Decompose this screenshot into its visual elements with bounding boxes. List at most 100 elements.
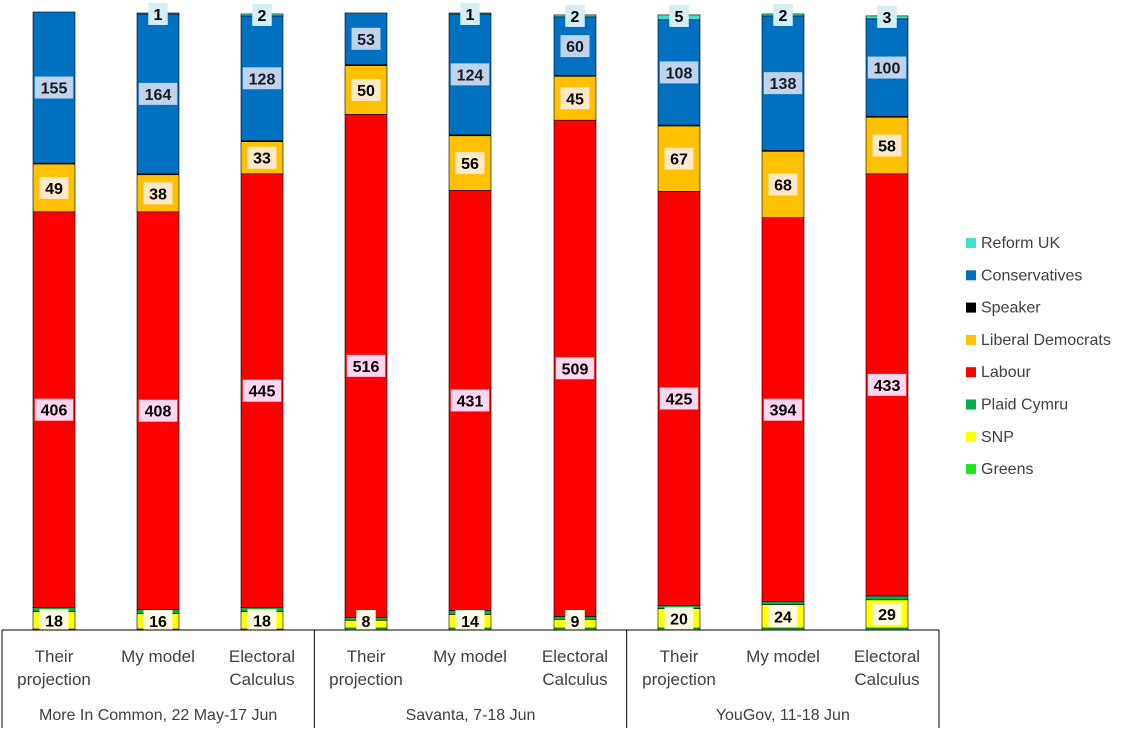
data-label-reform-uk-9: 3 (883, 10, 892, 27)
bar-segment-speaker-2 (137, 173, 179, 175)
data-label-bg-labour-8 (763, 398, 803, 421)
category-label-3-line-1: Electoral (229, 647, 295, 666)
category-label-4-line-2: projection (329, 670, 403, 689)
legend-label-snp: SNP (981, 429, 1014, 446)
data-label-liberal-democrats-6: 45 (566, 91, 584, 108)
data-label-snp-8: 24 (774, 609, 792, 626)
legend-swatch-labour (966, 367, 976, 378)
data-label-labour-1: 406 (41, 403, 68, 420)
group-label-savanta-7-18-jun: Savanta, 7-18 Jun (406, 707, 536, 724)
data-label-reform-uk-2: 1 (154, 7, 163, 24)
data-label-bg-snp-4 (356, 610, 376, 632)
data-label-bg-labour-5 (450, 389, 490, 412)
legend-label-reform-uk: Reform UK (981, 235, 1060, 252)
data-label-snp-5: 14 (461, 614, 479, 631)
category-label-1-line-2: projection (17, 670, 91, 689)
category-label-4-line-1: Their (347, 647, 386, 666)
bar-segment-speaker-7 (658, 125, 700, 127)
data-label-bg-reform-uk-5 (460, 2, 480, 25)
data-label-conservatives-2: 164 (145, 87, 172, 104)
data-label-bg-snp-6 (565, 610, 585, 632)
category-label-3-line-2: Calculus (229, 670, 294, 689)
data-label-conservatives-4: 53 (357, 32, 375, 49)
data-label-bg-snp-2 (143, 610, 173, 632)
legend-label-greens: Greens (981, 461, 1033, 478)
data-label-bg-labour-9 (867, 373, 907, 396)
bar-segment-speaker-1 (33, 163, 75, 165)
data-label-bg-snp-7 (664, 607, 694, 630)
data-label-bg-liberal-democrats-8 (768, 173, 798, 196)
data-label-conservatives-6: 60 (566, 39, 584, 56)
bar-segment-plaid-cymru-8 (761, 601, 805, 605)
data-label-bg-reform-uk-3 (252, 3, 272, 26)
category-label-5: My model (433, 647, 507, 666)
data-label-bg-reform-uk-2 (148, 2, 168, 25)
data-label-labour-9: 433 (874, 378, 901, 395)
data-label-bg-conservatives-2 (138, 82, 178, 105)
data-label-bg-conservatives-9 (867, 56, 907, 79)
data-label-bg-labour-6 (555, 357, 595, 380)
legend-swatch-liberal-democrats (966, 334, 976, 345)
data-label-reform-uk-7: 5 (675, 9, 684, 26)
data-label-reform-uk-5: 1 (466, 7, 475, 24)
data-label-conservatives-9: 100 (874, 61, 901, 78)
data-label-reform-uk-3: 2 (258, 8, 267, 25)
legend: Reform UK Conservatives Speaker Liberal Dem… (966, 235, 1111, 478)
data-label-liberal-democrats-3: 33 (253, 151, 271, 168)
category-label-9-line-1: Electoral (854, 647, 920, 666)
data-label-bg-conservatives-1 (34, 76, 74, 99)
data-label-bg-reform-uk-8 (773, 3, 793, 26)
data-label-liberal-democrats-5: 56 (461, 156, 479, 173)
data-label-bg-labour-4 (346, 354, 386, 377)
data-label-liberal-democrats-9: 58 (878, 139, 896, 156)
data-label-labour-8: 394 (770, 403, 797, 420)
legend-label-liberal-democrats: Liberal Democrats (981, 332, 1111, 349)
category-label-8: My model (746, 647, 820, 666)
legend-swatch-conservatives (966, 270, 976, 281)
data-label-bg-liberal-democrats-1 (39, 176, 69, 199)
data-label-liberal-democrats-8: 68 (774, 178, 792, 195)
legend-swatch-plaid-cymru (966, 399, 976, 410)
data-label-bg-conservatives-5 (450, 63, 490, 86)
data-label-bg-liberal-democrats-7 (664, 147, 694, 170)
data-label-snp-6: 9 (571, 614, 580, 631)
legend-swatch-reform-uk (966, 238, 976, 248)
data-label-liberal-democrats-4: 50 (357, 83, 375, 100)
data-label-conservatives-3: 128 (249, 71, 276, 88)
data-label-bg-liberal-democrats-3 (247, 146, 277, 169)
data-label-conservatives-1: 155 (41, 81, 68, 98)
data-label-snp-7: 20 (670, 611, 688, 628)
data-label-snp-4: 8 (362, 614, 371, 631)
legend-label-conservatives: Conservatives (981, 267, 1082, 284)
data-label-bg-labour-7 (659, 387, 699, 410)
legend-swatch-speaker (966, 302, 976, 313)
category-label-9-line-2: Calculus (854, 670, 919, 689)
category-axis: Their projection My model Electoral Calculus… (1, 629, 940, 728)
data-label-bg-labour-2 (138, 399, 178, 422)
data-label-bg-snp-3 (247, 609, 277, 632)
data-label-bg-snp-9 (872, 602, 902, 625)
data-label-bg-liberal-democrats-4 (351, 78, 381, 101)
data-label-bg-conservatives-4 (351, 27, 381, 50)
data-label-bg-liberal-democrats-9 (872, 134, 902, 157)
data-label-bg-liberal-democrats-5 (455, 152, 485, 175)
data-label-bg-conservatives-3 (242, 67, 282, 90)
data-label-bg-liberal-democrats-6 (560, 87, 590, 110)
legend-label-speaker: Speaker (981, 300, 1041, 317)
data-label-bg-liberal-democrats-2 (143, 182, 173, 205)
category-label-7-line-1: Their (660, 647, 699, 666)
data-label-labour-7: 425 (666, 391, 693, 408)
category-label-6-line-1: Electoral (542, 647, 608, 666)
category-label-1-line-1: Their (35, 647, 74, 666)
group-label-yougov-11-18-jun: YouGov, 11-18 Jun (716, 707, 850, 724)
data-label-bg-conservatives-8 (763, 72, 803, 95)
data-label-bg-conservatives-6 (560, 35, 590, 58)
data-label-conservatives-7: 108 (666, 65, 693, 82)
data-label-snp-2: 16 (149, 614, 167, 631)
data-label-bg-reform-uk-9 (877, 5, 897, 28)
data-label-labour-3: 445 (249, 384, 276, 401)
data-label-bg-snp-5 (455, 610, 485, 632)
data-label-snp-1: 18 (45, 613, 63, 630)
data-label-bg-snp-1 (39, 609, 69, 632)
data-label-labour-2: 408 (145, 404, 172, 421)
